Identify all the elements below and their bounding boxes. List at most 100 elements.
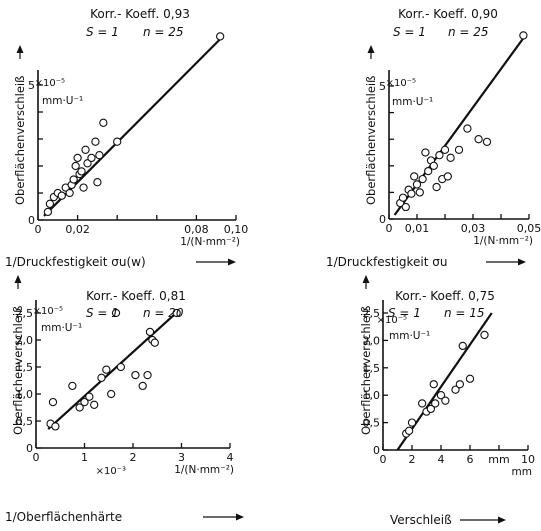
regression-line <box>396 312 493 451</box>
data-point <box>431 399 440 408</box>
data-point <box>45 199 55 208</box>
sample-s-label: S = 1 <box>393 25 426 39</box>
y-tick-label: 1,5 <box>16 361 34 374</box>
x-unit: 1/(N·mm⁻²) <box>473 235 533 247</box>
x-tick-label: 0,05 <box>517 222 541 235</box>
data-point <box>150 338 159 347</box>
y-scale-factor: ×10⁻⁵ <box>35 78 65 89</box>
x-axis-arrow-head <box>236 513 244 521</box>
y-scale-factor: ×10⁻⁵ <box>386 78 416 89</box>
data-point <box>440 145 450 154</box>
y-axis-arrow-head <box>14 275 22 283</box>
data-point <box>398 193 408 202</box>
data-point <box>73 153 82 163</box>
sample-s-label: S = 1 <box>388 306 421 320</box>
data-point <box>57 191 66 200</box>
y-tick-label: 2,0 <box>363 334 381 347</box>
chart-title: Korr.- Koeff. 0,90 <box>398 7 498 21</box>
x-tick-label: 0 <box>33 451 40 464</box>
data-point <box>446 153 455 162</box>
y-unit: mm·U⁻¹ <box>41 322 82 334</box>
data-point <box>116 362 126 372</box>
y-tick-label: 5 <box>28 79 35 92</box>
data-point <box>441 396 450 405</box>
data-point <box>429 161 438 170</box>
chart-title: Korr.- Koeff. 0,75 <box>395 289 495 303</box>
x-axis-arrow-head <box>228 258 236 266</box>
data-point <box>463 124 472 133</box>
data-point <box>426 404 435 414</box>
y-unit: mm·U⁻¹ <box>42 95 83 107</box>
y-tick-label: 2,0 <box>16 334 34 347</box>
data-point <box>65 188 74 198</box>
x-tick-label: 0,02 <box>65 223 90 236</box>
chart-panel-1: 0 0,02 0,08 0,10 0 5 Korr.- Koeff. 0,93 S = 1 n … <box>5 7 248 269</box>
data-point <box>113 137 122 146</box>
data-point <box>458 341 467 351</box>
data-point <box>68 381 77 391</box>
data-point <box>435 151 444 160</box>
data-point <box>172 308 181 318</box>
x-axis-label: 1/Druckfestigkeit σu(w) <box>5 255 146 269</box>
data-point <box>410 172 419 181</box>
data-point <box>81 145 90 154</box>
y-tick-label: 0,5 <box>16 415 34 428</box>
data-point <box>432 182 441 192</box>
x-tick-label: 0,03 <box>461 222 486 235</box>
data-point <box>474 135 483 144</box>
x-tick-label: 0 <box>386 222 393 235</box>
sample-n-label: n = 25 <box>143 25 184 39</box>
data-point <box>145 327 155 337</box>
data-point <box>443 172 452 181</box>
y-axis-arrow-head <box>16 45 24 53</box>
x-axis-arrow-head <box>518 258 526 266</box>
chart-panel-3: 0 1 2 3 4 0 0,5 1,0 1,5 2,0 2,5 Korr.- Koeff. 0,81 S… <box>5 275 244 524</box>
x-tick-label: 0,08 <box>184 223 209 236</box>
data-point <box>97 373 106 382</box>
sample-s-label: S = 1 <box>86 306 119 320</box>
y-tick-label: 0,5 <box>363 417 381 430</box>
y-tick-label: 0 <box>379 213 386 226</box>
data-point <box>43 207 53 217</box>
y-axis-label: Oberflächenverschleiß <box>359 306 373 435</box>
x-tick-label: 2 <box>130 451 137 464</box>
y-axis-label: Oberflächenverschleiß <box>11 306 25 435</box>
x-tick-label: 2 <box>409 453 416 466</box>
sample-n-label: n = 15 <box>444 306 485 320</box>
x-tick-label: 6 <box>467 453 474 466</box>
x-tick-label: 0,10 <box>224 223 249 236</box>
data-point <box>401 202 410 212</box>
x-tick-label: 0 <box>380 453 387 466</box>
data-point <box>407 189 416 198</box>
data-point <box>465 374 475 383</box>
y-tick-label: 0 <box>26 442 33 455</box>
y-unit: mm·U⁻¹ <box>392 96 433 108</box>
y-tick-label: 1,0 <box>363 389 381 402</box>
y-tick-label: 2,5 <box>363 307 381 320</box>
x-tick-label: 4 <box>438 453 445 466</box>
data-point <box>83 159 92 168</box>
data-point <box>107 389 116 399</box>
y-scale-factor: ×10⁻⁵ <box>377 315 407 326</box>
y-scale-factor: ×10⁻⁵ <box>33 306 63 317</box>
chart-title: Korr.- Koeff. 0,81 <box>86 289 186 303</box>
data-point <box>80 397 89 407</box>
data-point <box>424 166 433 176</box>
data-point <box>417 399 427 408</box>
x-axis-label: 1/Oberflächenhärte <box>5 510 122 524</box>
data-point <box>77 167 86 176</box>
data-point <box>102 365 111 374</box>
data-point <box>95 151 104 160</box>
y-tick-label: 2,5 <box>16 307 34 320</box>
data-point <box>454 145 464 154</box>
data-point <box>480 330 489 340</box>
data-point <box>87 153 96 163</box>
y-tick-label: 1,0 <box>16 388 34 401</box>
sample-n-label: n = 20 <box>143 306 184 320</box>
data-point <box>90 400 99 409</box>
data-point <box>93 178 102 187</box>
x-unit: 1/(N·mm⁻²) <box>180 236 240 248</box>
data-point <box>71 161 80 171</box>
x-tick-label: 0,01 <box>405 222 430 235</box>
